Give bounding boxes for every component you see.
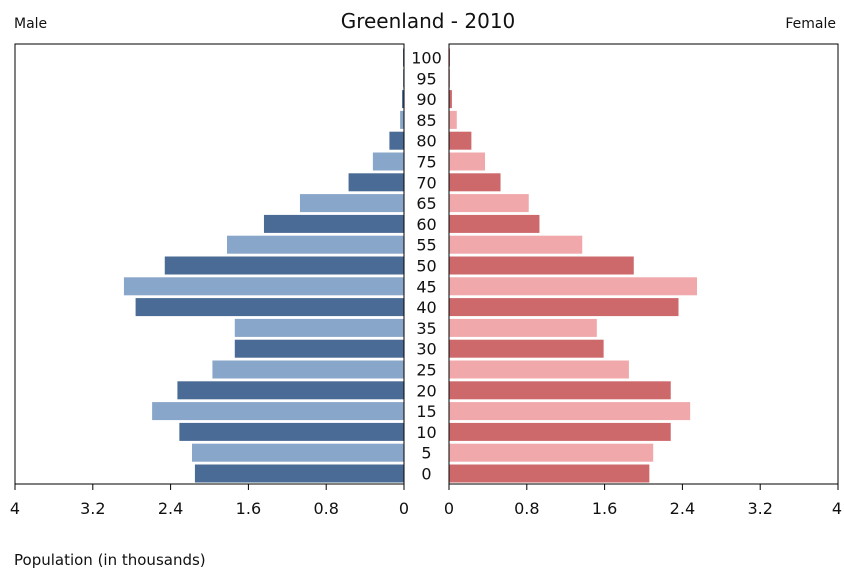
x-tick-label-left: 1.6 — [236, 499, 261, 518]
age-label: 90 — [416, 90, 436, 109]
x-tick-label-left: 0 — [399, 499, 409, 518]
female-bar — [449, 443, 654, 462]
female-bar — [449, 256, 634, 275]
age-label: 45 — [416, 277, 436, 296]
chart-title: Greenland - 2010 — [341, 9, 516, 33]
age-label: 10 — [416, 423, 436, 442]
male-bar — [389, 131, 404, 150]
x-tick-label-left: 0.8 — [313, 499, 338, 518]
age-label: 50 — [416, 257, 436, 276]
female-bar — [449, 422, 671, 441]
x-tick-label-left: 2.4 — [158, 499, 183, 518]
age-label: 85 — [416, 111, 436, 130]
x-axis-label: Population (in thousands) — [14, 551, 206, 569]
male-bar — [123, 277, 405, 296]
female-bar — [449, 152, 485, 171]
age-label: 35 — [416, 319, 436, 338]
female-bar — [449, 214, 540, 233]
male-bar — [164, 256, 404, 275]
male-bar — [152, 402, 404, 421]
x-tick-label-right: 4 — [832, 499, 842, 518]
male-bar — [212, 360, 404, 379]
female-bar — [449, 194, 529, 213]
male-bar — [234, 318, 404, 337]
age-label: 80 — [416, 132, 436, 151]
x-tick-label-right: 0 — [444, 499, 454, 518]
x-tick-label-right: 2.4 — [670, 499, 695, 518]
x-tick-label-right: 3.2 — [747, 499, 772, 518]
x-tick-label-left: 3.2 — [80, 499, 105, 518]
male-bar — [372, 152, 404, 171]
male-bar — [263, 214, 404, 233]
age-label: 60 — [416, 215, 436, 234]
male-bar — [191, 443, 404, 462]
female-bar — [449, 277, 697, 296]
female-bar — [449, 464, 650, 483]
age-label: 55 — [416, 236, 436, 255]
age-label: 75 — [416, 153, 436, 172]
male-bars — [123, 48, 405, 483]
female-label: Female — [785, 16, 836, 32]
x-ticks: 4 3.2 2.4 1.6 0.8 0 0 0.8 1.6 2.4 3.2 4 — [10, 484, 842, 518]
female-bar — [449, 402, 691, 421]
age-label: 25 — [416, 361, 436, 380]
age-label: 70 — [416, 173, 436, 192]
age-label: 95 — [416, 69, 436, 88]
x-tick-label-left: 4 — [10, 499, 20, 518]
male-bar — [194, 464, 404, 483]
male-bar — [177, 381, 404, 400]
male-bar — [348, 173, 404, 192]
age-label: 20 — [416, 381, 436, 400]
female-bar — [449, 173, 501, 192]
axes — [14, 43, 839, 485]
male-plot-frame — [14, 43, 405, 485]
male-bar — [299, 194, 404, 213]
female-bar — [449, 381, 671, 400]
age-label: 0 — [421, 465, 431, 484]
age-label: 15 — [416, 402, 436, 421]
male-bar — [227, 235, 404, 254]
x-tick-label-right: 1.6 — [592, 499, 617, 518]
female-bar — [449, 318, 597, 337]
age-label: 5 — [421, 444, 431, 463]
female-bars — [449, 48, 697, 483]
age-label: 100 — [411, 49, 442, 68]
female-bar — [449, 131, 472, 150]
male-bar — [135, 298, 404, 317]
female-bar — [449, 90, 452, 109]
x-tick-label-right: 0.8 — [514, 499, 539, 518]
age-label: 30 — [416, 340, 436, 359]
female-bar — [449, 235, 583, 254]
age-label: 40 — [416, 298, 436, 317]
age-label: 65 — [416, 194, 436, 213]
female-bar — [449, 298, 679, 317]
female-bar — [449, 110, 457, 129]
male-bar — [400, 110, 404, 129]
female-bar — [449, 360, 629, 379]
male-bar — [402, 90, 404, 109]
female-plot-frame — [448, 43, 839, 485]
male-bar — [234, 339, 404, 358]
female-bar — [449, 339, 604, 358]
male-label: Male — [14, 16, 47, 32]
male-bar — [179, 422, 404, 441]
